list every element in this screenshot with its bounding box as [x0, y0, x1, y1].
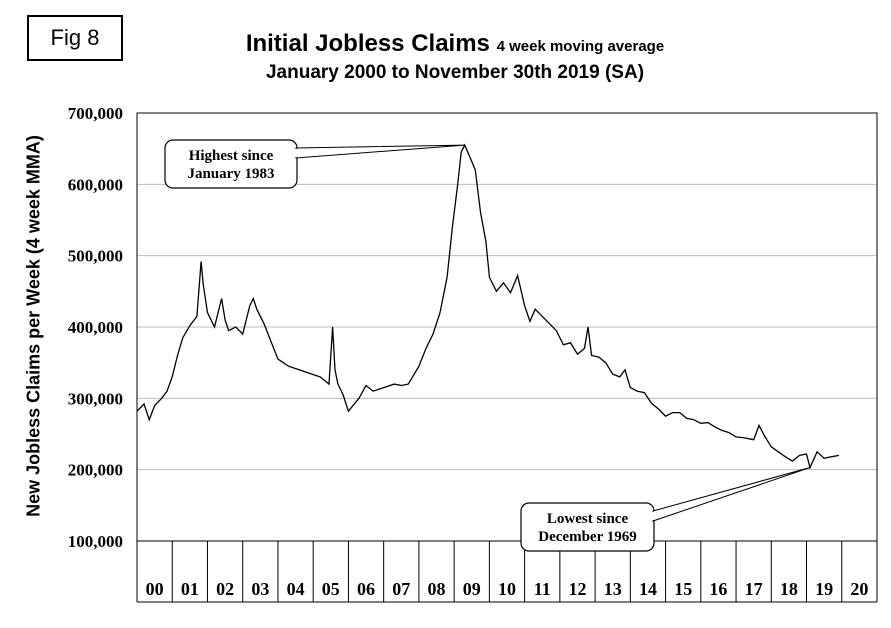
x-tick-label: 18 — [780, 579, 798, 599]
x-tick-label: 19 — [815, 579, 833, 599]
annotation-text: January 1983 — [187, 166, 274, 182]
annotation-pointer — [295, 144, 465, 159]
y-tick-label: 700,000 — [68, 104, 123, 123]
annotation-text: Highest since — [189, 148, 274, 164]
y-tick-label: 600,000 — [68, 175, 123, 194]
x-tick-label: 06 — [357, 579, 375, 599]
chart-title: Initial Jobless Claims 4 week moving ave… — [130, 30, 780, 58]
annotation-lowest: Lowest since December 1969 — [520, 467, 811, 552]
annotation-pointer — [652, 467, 811, 522]
x-axis-year-cells: 00 01 02 03 04 05 06 07 08 09 10 11 12 13 14 15 16 17 18 19… — [136, 541, 878, 603]
x-tick-label: 01 — [181, 579, 199, 599]
grid-lines — [137, 183, 877, 471]
x-tick-label: 03 — [251, 579, 269, 599]
chart-title-main: Initial Jobless Claims — [245, 30, 490, 57]
y-tick-label: 100,000 — [68, 532, 123, 551]
x-tick-label: 07 — [392, 579, 410, 599]
x-tick-label: 20 — [850, 579, 868, 599]
x-tick-label: 02 — [216, 579, 234, 599]
x-tick-label: 17 — [745, 579, 763, 599]
x-tick-label: 15 — [674, 579, 692, 599]
x-tick-label: 13 — [604, 579, 622, 599]
x-tick-label: 08 — [428, 579, 446, 599]
x-tick-label: 10 — [498, 579, 516, 599]
annotation-box — [520, 502, 655, 552]
x-tick-label: 14 — [639, 579, 657, 599]
y-tick-label: 500,000 — [68, 247, 123, 266]
chart-subtitle: January 2000 to November 30th 2019 (SA) — [265, 62, 645, 83]
x-tick-label: 04 — [287, 579, 305, 599]
x-tick-label: 12 — [568, 579, 586, 599]
chart-title-suffix: 4 week moving average — [496, 38, 665, 55]
series-line-claims — [136, 143, 840, 470]
annotation-text: Lowest since — [547, 511, 629, 527]
y-tick-label: 400,000 — [68, 318, 123, 337]
annotation-box — [164, 139, 298, 189]
x-tick-label: 00 — [146, 579, 164, 599]
x-tick-label: 16 — [709, 579, 727, 599]
annotations: Highest since January 1983 Lowest since Dec… — [164, 139, 811, 552]
figure-label: Fig 8 — [27, 15, 123, 61]
x-tick-label: 05 — [322, 579, 340, 599]
y-axis-ticks: 100,000 200,000 300,000 400,000 500,000 600,0… — [68, 104, 123, 551]
annotation-text: December 1969 — [538, 529, 636, 545]
plot-frame — [136, 112, 878, 542]
x-tick-label: 11 — [534, 579, 551, 599]
annotation-highest: Highest since January 1983 — [164, 139, 465, 189]
y-tick-label: 300,000 — [68, 389, 123, 408]
x-tick-label: 09 — [463, 579, 481, 599]
y-tick-label: 200,000 — [68, 461, 123, 480]
